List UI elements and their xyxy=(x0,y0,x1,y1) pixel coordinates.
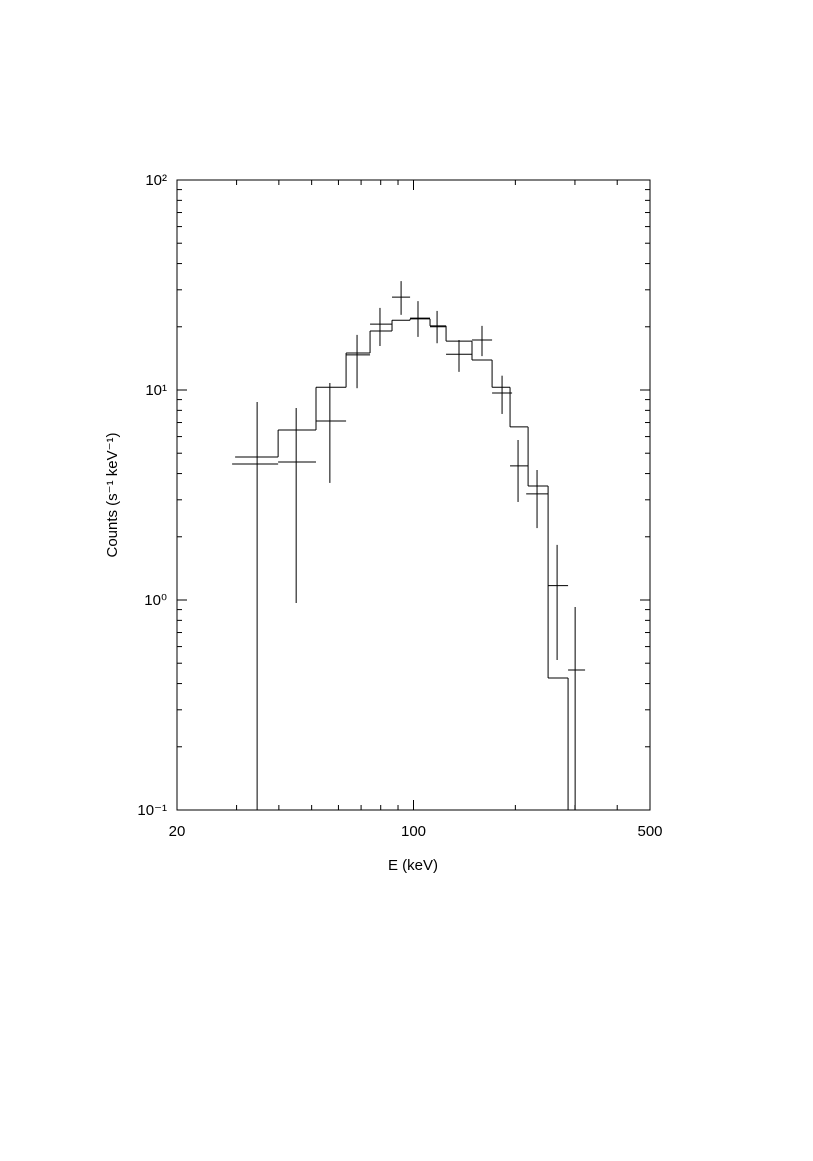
x-tick-label: 100 xyxy=(401,823,426,840)
y-tick-label: 10⁰ xyxy=(144,592,167,609)
y-tick-label: 10² xyxy=(145,172,167,189)
x-tick-label: 500 xyxy=(637,823,662,840)
y-tick-label: 10¹ xyxy=(145,382,167,399)
plot-area xyxy=(232,281,586,810)
y-axis-title: Counts (s⁻¹ keV⁻¹) xyxy=(104,432,121,557)
x-tick-label: 20 xyxy=(169,823,186,840)
y-tick-label: 10⁻¹ xyxy=(137,802,167,819)
plot-frame xyxy=(176,179,651,811)
x-axis-title: E (keV) xyxy=(388,857,438,874)
